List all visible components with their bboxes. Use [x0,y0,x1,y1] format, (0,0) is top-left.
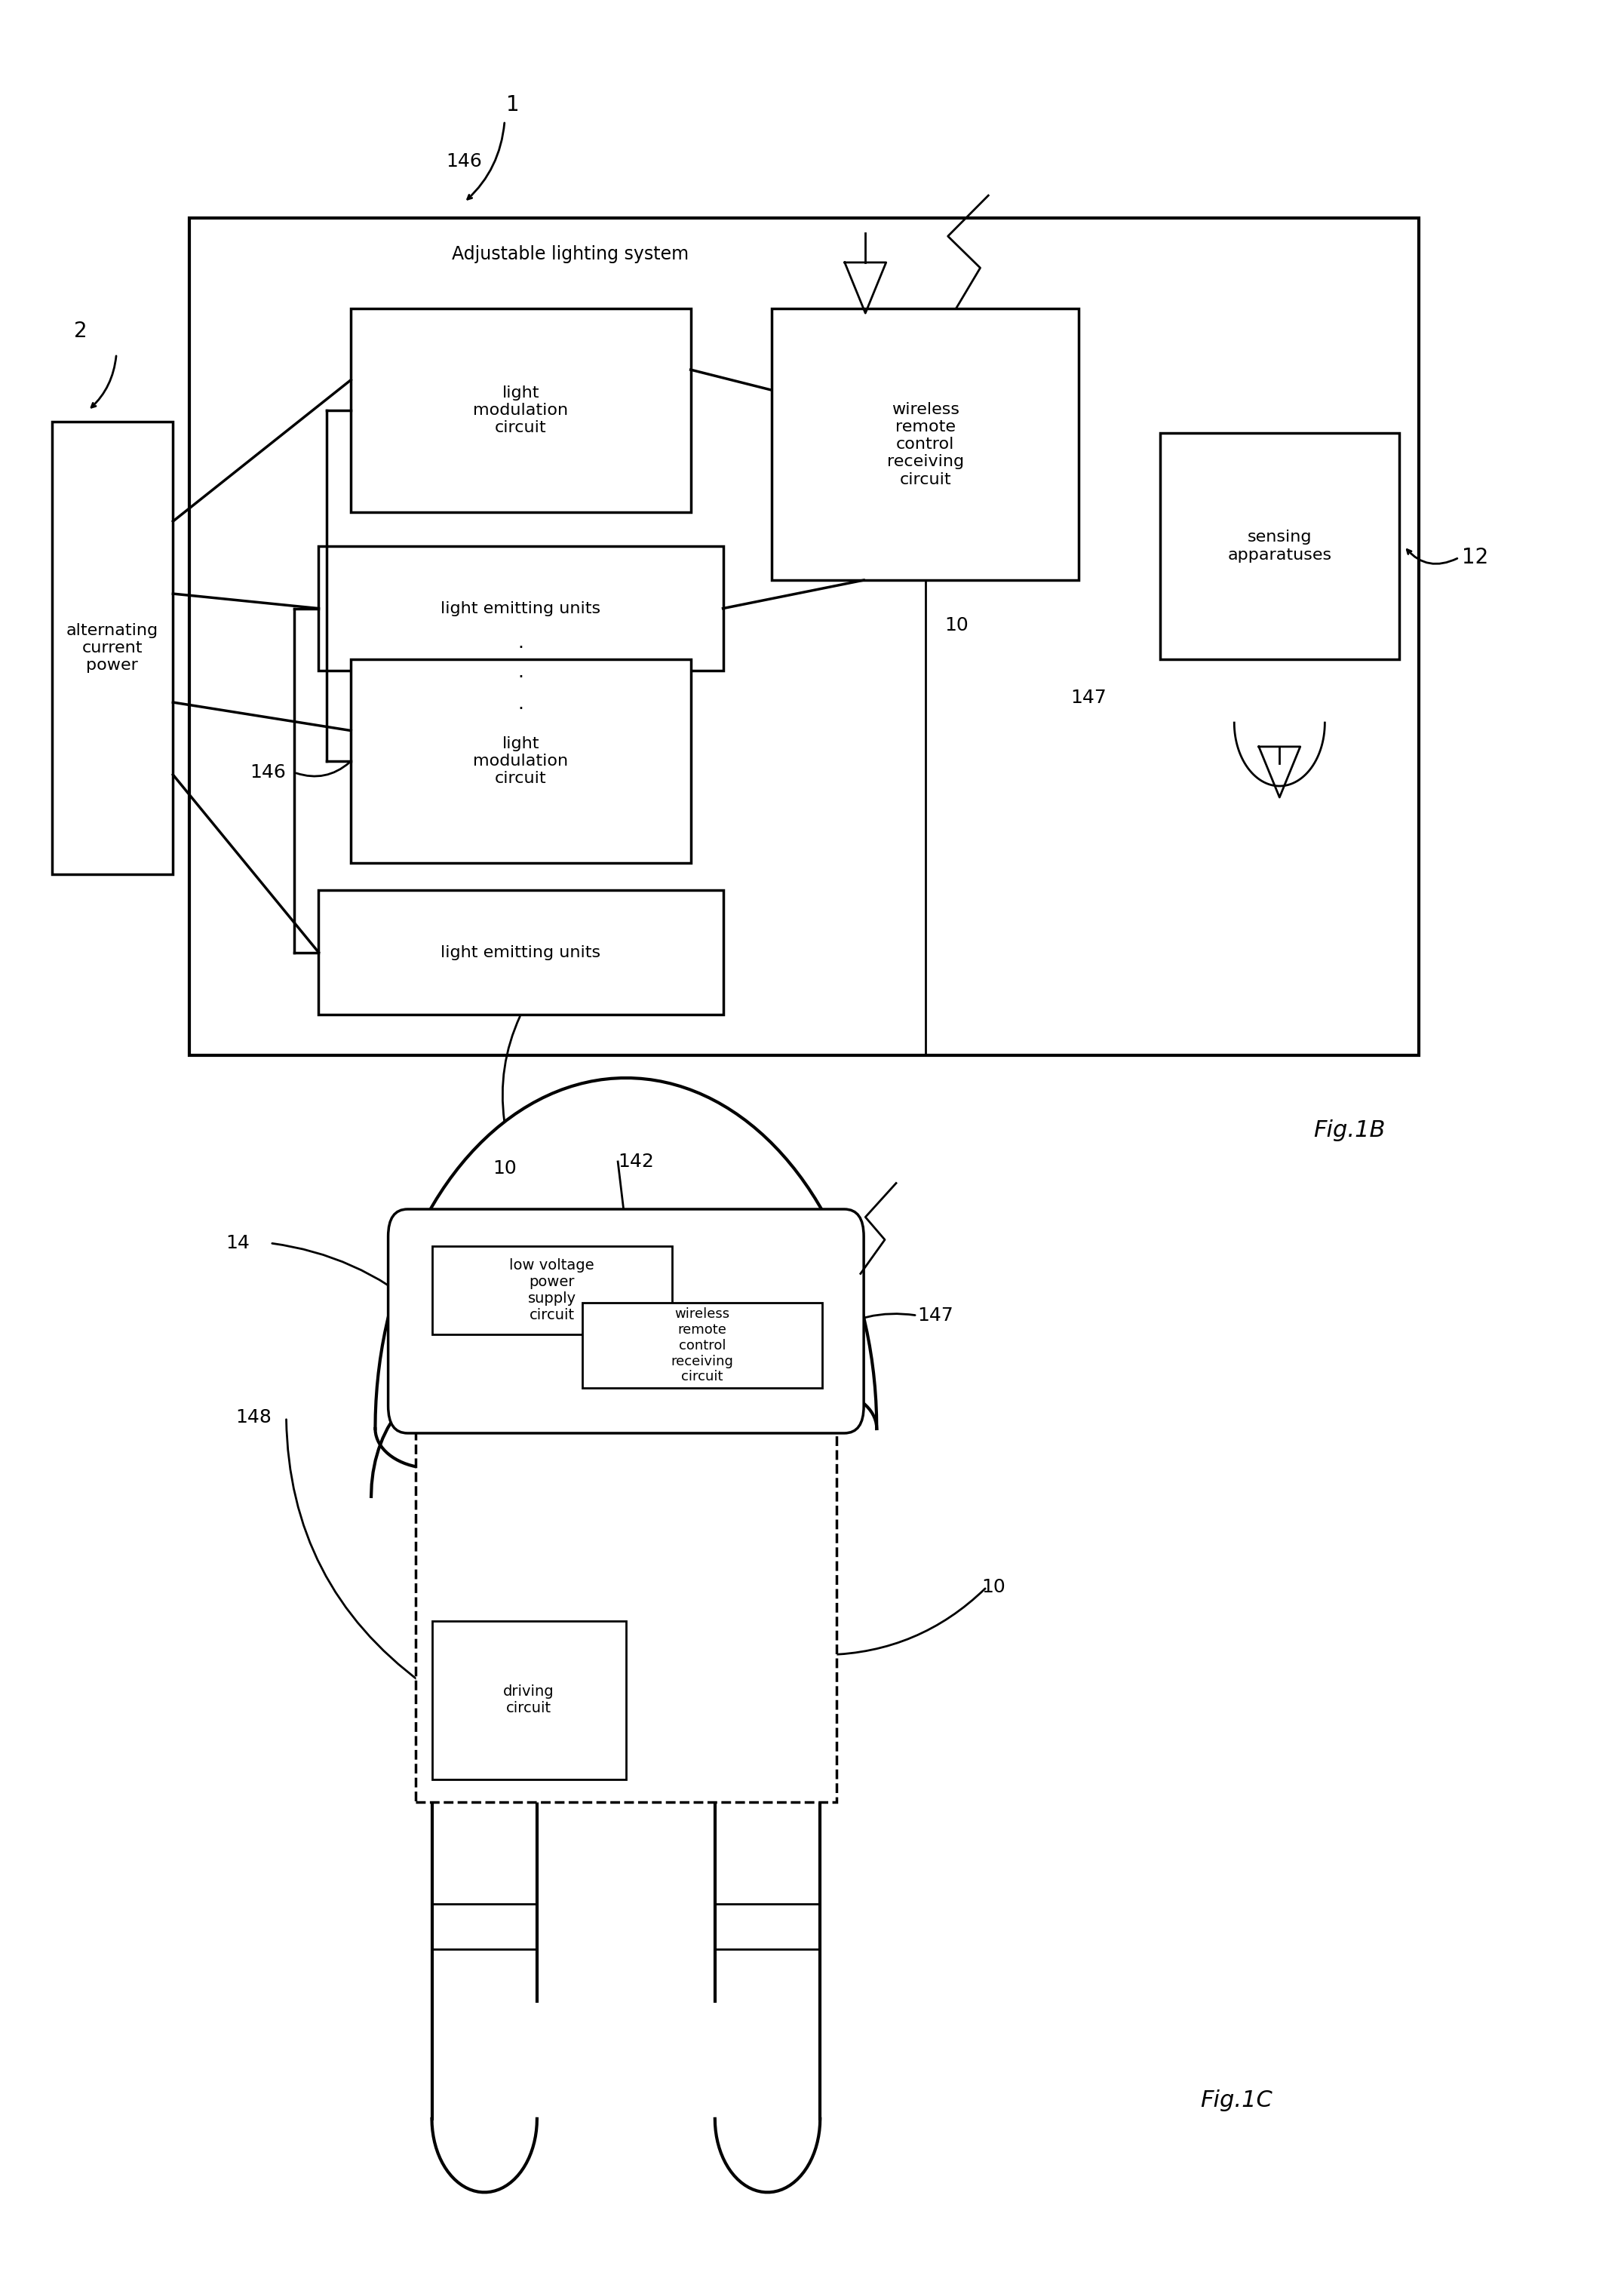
Text: .: . [518,633,525,651]
Text: 147: 147 [918,1307,953,1325]
FancyBboxPatch shape [388,1209,864,1434]
Text: .: . [518,694,525,712]
Text: light emitting units: light emitting units [440,601,601,615]
Text: sensing
apparatuses: sensing apparatuses [1228,531,1332,563]
Bar [1160,433,1400,660]
Bar [583,1302,822,1389]
Text: 14: 14 [226,1234,250,1252]
Bar [351,660,690,862]
Text: light
modulation
circuit: light modulation circuit [473,386,568,436]
Bar [318,889,723,1014]
Bar [432,1246,672,1334]
Text: Adjustable lighting system: Adjustable lighting system [451,245,689,263]
Bar [771,309,1078,581]
Text: 10: 10 [945,617,968,635]
Text: .: . [518,663,525,681]
Bar [318,547,723,672]
Text: 2: 2 [75,320,88,343]
Text: 147: 147 [1070,690,1108,708]
Text: Fig.1B: Fig.1B [1314,1119,1385,1141]
Text: low voltage
power
supply
circuit: low voltage power supply circuit [510,1259,594,1323]
Text: 146: 146 [447,152,482,170]
Text: 142: 142 [617,1153,654,1171]
Text: light
modulation
circuit: light modulation circuit [473,735,568,785]
Text: 148: 148 [235,1409,271,1427]
Text: wireless
remote
control
receiving
circuit: wireless remote control receiving circui… [887,402,963,488]
Text: driving
circuit: driving circuit [503,1684,554,1715]
Text: 10: 10 [983,1577,1005,1595]
Bar [416,1225,836,1802]
Text: light emitting units: light emitting units [440,944,601,960]
Text: 1: 1 [507,95,520,116]
Bar [188,218,1419,1055]
Text: 146: 146 [250,762,286,781]
Text: wireless
remote
control
receiving
circuit: wireless remote control receiving circui… [671,1307,734,1384]
Bar [351,309,690,513]
Text: 10: 10 [492,1159,516,1178]
Text: Fig.1C: Fig.1C [1200,2090,1273,2112]
Bar [52,422,174,874]
Bar [432,1620,625,1779]
Text: 12: 12 [1462,547,1489,567]
Text: alternating
current
power: alternating current power [67,624,159,674]
